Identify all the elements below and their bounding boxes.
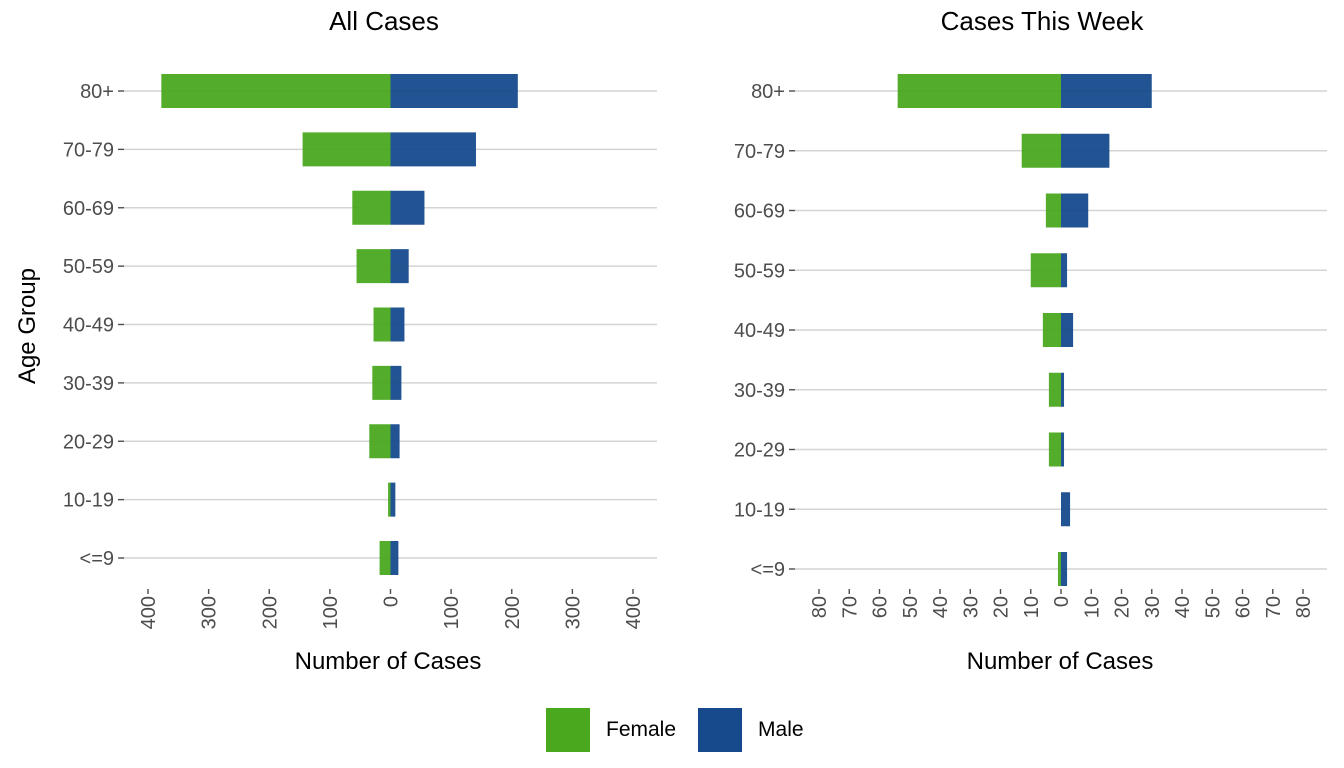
x-tick-label-cases-this-week-12: 40 xyxy=(1172,596,1194,618)
bar-female-all-cases-3 xyxy=(372,365,391,400)
y-tick-label-all-cases-7: 70-79 xyxy=(63,139,114,161)
x-tick-label-cases-this-week-16: 80 xyxy=(1293,596,1315,618)
y-tick-label-all-cases-1: 10-19 xyxy=(63,490,114,512)
legend-item-female: Female xyxy=(546,708,676,752)
x-tick-label-cases-this-week-7: 10 xyxy=(1021,596,1043,618)
x-tick-label-all-cases-6: 200 xyxy=(502,596,524,629)
chart-title-cases-this-week: Cases This Week xyxy=(940,6,1144,36)
x-tick-label-cases-this-week-8: 0 xyxy=(1051,596,1073,607)
x-tick-label-all-cases-2: 200 xyxy=(259,596,281,629)
bar-female-cases-this-week-4 xyxy=(1042,313,1061,347)
x-tick-label-cases-this-week-2: 60 xyxy=(870,596,892,618)
legend-item-male: Male xyxy=(698,708,804,752)
x-tick-label-cases-this-week-15: 70 xyxy=(1263,596,1285,618)
y-tick-label-all-cases-4: 40-49 xyxy=(63,315,114,337)
x-tick-label-all-cases-3: 100 xyxy=(320,596,342,629)
bar-male-all-cases-1 xyxy=(390,482,396,517)
y-tick-label-all-cases-2: 20-29 xyxy=(63,431,114,453)
x-axis-title-cases-this-week: Number of Cases xyxy=(966,648,1154,675)
bar-male-cases-this-week-2 xyxy=(1061,432,1065,467)
bar-female-all-cases-0 xyxy=(379,541,391,575)
bar-female-cases-this-week-3 xyxy=(1048,372,1061,407)
x-tick-label-cases-this-week-0: 80 xyxy=(809,596,831,618)
legend-swatch-male xyxy=(698,708,743,752)
y-tick-label-cases-this-week-5: 50-59 xyxy=(734,260,785,282)
y-tick-label-cases-this-week-2: 20-29 xyxy=(734,440,785,462)
x-tick-label-cases-this-week-11: 30 xyxy=(1142,596,1164,618)
y-tick-label-all-cases-5: 50-59 xyxy=(63,256,114,278)
bar-male-cases-this-week-5 xyxy=(1061,253,1068,288)
y-tick-label-cases-this-week-8: 80+ xyxy=(751,81,785,103)
x-tick-label-all-cases-0: 400 xyxy=(138,596,160,629)
bar-male-all-cases-6 xyxy=(390,190,425,225)
bar-female-cases-this-week-6 xyxy=(1045,193,1061,228)
legend-label-male: Male xyxy=(758,718,804,741)
y-tick-label-cases-this-week-4: 40-49 xyxy=(734,320,785,342)
x-tick-label-all-cases-1: 300 xyxy=(199,596,221,629)
bar-female-cases-this-week-7 xyxy=(1021,133,1061,168)
x-tick-label-cases-this-week-5: 30 xyxy=(960,596,982,618)
y-tick-label-all-cases-8: 80+ xyxy=(80,81,114,103)
bar-female-cases-this-week-2 xyxy=(1048,432,1061,467)
y-tick-label-cases-this-week-6: 60-69 xyxy=(734,201,785,223)
x-axis-title-all-cases: Number of Cases xyxy=(294,648,482,675)
bar-female-all-cases-8 xyxy=(161,74,391,108)
x-tick-label-cases-this-week-1: 70 xyxy=(839,596,861,618)
legend-swatch-female xyxy=(546,708,590,752)
bar-female-cases-this-week-8 xyxy=(897,74,1061,108)
bar-male-all-cases-4 xyxy=(390,307,405,342)
x-tick-label-all-cases-7: 300 xyxy=(562,596,584,629)
bar-female-all-cases-2 xyxy=(369,424,391,459)
x-tick-label-cases-this-week-13: 50 xyxy=(1202,596,1224,618)
x-tick-label-cases-this-week-10: 20 xyxy=(1112,596,1134,618)
y-tick-label-cases-this-week-1: 10-19 xyxy=(734,499,785,521)
bar-female-all-cases-5 xyxy=(356,249,391,284)
y-tick-label-cases-this-week-0: <=9 xyxy=(751,559,785,581)
chart-title-all-cases: All Cases xyxy=(329,6,439,36)
x-tick-label-cases-this-week-6: 20 xyxy=(991,596,1013,618)
bar-male-all-cases-8 xyxy=(390,74,518,108)
bar-female-cases-this-week-0 xyxy=(1057,552,1061,586)
bar-male-cases-this-week-8 xyxy=(1061,74,1152,108)
bar-male-all-cases-5 xyxy=(390,249,409,284)
x-tick-label-all-cases-8: 400 xyxy=(623,596,645,629)
x-tick-label-cases-this-week-9: 10 xyxy=(1081,596,1103,618)
bar-female-all-cases-7 xyxy=(302,132,391,167)
bar-male-cases-this-week-0 xyxy=(1061,552,1068,586)
y-axis-title: Age Group xyxy=(14,267,41,385)
bar-male-all-cases-2 xyxy=(390,424,400,459)
bar-male-cases-this-week-7 xyxy=(1061,133,1110,168)
x-tick-label-cases-this-week-14: 60 xyxy=(1233,596,1255,618)
x-tick-label-cases-this-week-4: 40 xyxy=(930,596,952,618)
x-tick-label-all-cases-4: 0 xyxy=(381,596,403,607)
x-tick-label-all-cases-5: 100 xyxy=(441,596,463,629)
bar-male-cases-this-week-3 xyxy=(1061,372,1065,407)
bar-male-all-cases-7 xyxy=(390,132,476,167)
bar-male-cases-this-week-6 xyxy=(1061,193,1089,228)
legend: Female Male xyxy=(546,708,826,752)
bar-female-cases-this-week-5 xyxy=(1030,253,1061,288)
legend-label-female: Female xyxy=(606,718,677,741)
bar-female-all-cases-1 xyxy=(388,482,391,517)
y-tick-label-all-cases-3: 30-39 xyxy=(63,373,114,395)
bar-female-all-cases-4 xyxy=(373,307,391,342)
y-tick-label-cases-this-week-3: 30-39 xyxy=(734,380,785,402)
bar-female-all-cases-6 xyxy=(352,190,391,225)
bar-male-all-cases-0 xyxy=(390,541,399,575)
x-tick-label-cases-this-week-3: 50 xyxy=(900,596,922,618)
y-tick-label-all-cases-0: <=9 xyxy=(80,548,114,570)
bar-male-cases-this-week-1 xyxy=(1061,492,1071,527)
bar-male-all-cases-3 xyxy=(390,365,402,400)
bar-male-cases-this-week-4 xyxy=(1061,313,1074,347)
y-tick-label-all-cases-6: 60-69 xyxy=(63,198,114,220)
y-tick-label-cases-this-week-7: 70-79 xyxy=(734,141,785,163)
